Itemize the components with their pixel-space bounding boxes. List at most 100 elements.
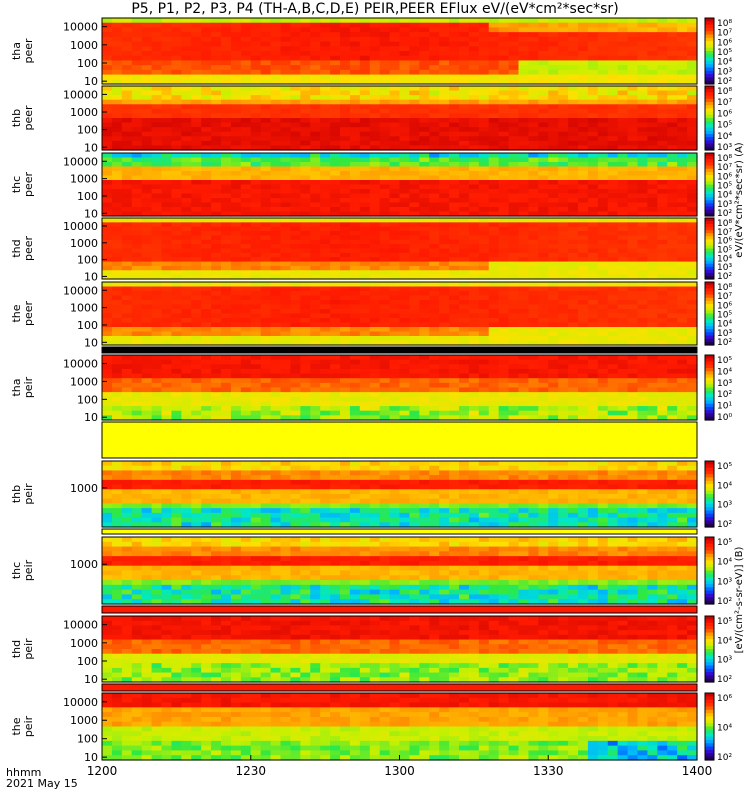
- spectrogram-cell: [310, 291, 321, 297]
- spectrogram-cell: [330, 69, 341, 76]
- spectrogram-cell: [131, 295, 143, 301]
- spectrogram-cell: [230, 218, 242, 223]
- spectrogram-cell: [627, 36, 639, 43]
- spectrogram-cell: [518, 336, 530, 342]
- spectrogram-cell: [607, 193, 619, 199]
- spectrogram-cell: [667, 218, 678, 223]
- spectrogram-cell: [171, 248, 182, 254]
- spectrogram-cell: [250, 252, 262, 258]
- spectrogram-cell: [230, 291, 242, 297]
- spectrogram-cell: [578, 313, 589, 319]
- spectrogram-cell: [419, 368, 430, 375]
- spectrogram-cell: [399, 65, 411, 71]
- spectrogram-cell: [667, 322, 678, 328]
- spectrogram-cell: [439, 69, 450, 76]
- spectrogram-cell: [359, 65, 371, 71]
- spectrogram-cell: [300, 378, 311, 384]
- spectrogram-cell: [171, 41, 182, 47]
- spectrogram-cell: [230, 368, 242, 375]
- spectrogram-cell: [260, 131, 272, 137]
- spectrogram-cell: [409, 231, 420, 237]
- spectrogram-cell: [340, 274, 351, 280]
- spectrogram-cell: [230, 355, 242, 361]
- spectrogram-cell: [548, 32, 559, 38]
- spectrogram-cell: [330, 27, 341, 33]
- spectrogram-cell: [558, 118, 569, 124]
- spectrogram-cell: [240, 69, 252, 76]
- spectrogram-cell: [429, 140, 440, 147]
- spectrogram-cell: [687, 171, 698, 177]
- spectrogram-cell: [320, 235, 331, 241]
- spectrogram-cell: [399, 86, 411, 92]
- spectrogram-cell: [488, 222, 500, 228]
- spectrogram-cell: [221, 313, 232, 319]
- spectrogram-cell: [568, 104, 579, 110]
- spectrogram-cell: [250, 79, 262, 85]
- spectrogram-cell: [508, 108, 520, 115]
- spectrogram-cell: [141, 304, 153, 310]
- spectrogram-cell: [280, 202, 292, 208]
- spectrogram-cell: [102, 295, 113, 301]
- spectrogram-cell: [141, 113, 153, 119]
- spectrogram-cell: [409, 27, 420, 33]
- spectrogram-cell: [478, 157, 490, 163]
- spectrogram-cell: [558, 222, 569, 228]
- spectrogram-cell: [121, 65, 133, 71]
- spectrogram-cell: [518, 60, 530, 66]
- spectrogram-cell: [359, 180, 371, 186]
- spectrogram-cell: [201, 222, 212, 228]
- spectrogram-cell: [399, 226, 411, 232]
- spectrogram-cell: [538, 193, 549, 199]
- spectrogram-cell: [548, 157, 559, 163]
- spectrogram-cell: [141, 378, 153, 384]
- spectrogram-cell: [240, 359, 252, 365]
- spectrogram-cell: [161, 309, 173, 315]
- spectrogram-cell: [330, 171, 341, 177]
- spectrogram-cell: [260, 127, 272, 133]
- spectrogram-cell: [171, 265, 182, 271]
- spectrogram-cell: [201, 18, 212, 24]
- spectrogram-cell: [330, 244, 341, 250]
- spectrogram-cell: [230, 392, 242, 398]
- spectrogram-cell: [637, 291, 649, 297]
- spectrogram-cell: [548, 378, 559, 384]
- spectrogram-cell: [687, 108, 698, 115]
- spectrogram-cell: [647, 382, 658, 389]
- spectrogram-cell: [459, 90, 470, 96]
- spectrogram-cell: [240, 22, 252, 29]
- spectrogram-cell: [478, 145, 490, 151]
- spectrogram-cell: [667, 118, 678, 124]
- spectrogram-cell: [211, 108, 222, 115]
- spectrogram-cell: [161, 65, 173, 71]
- spectrogram-cell: [627, 99, 639, 105]
- spectrogram-cell: [369, 175, 381, 181]
- spectrogram-cell: [429, 257, 440, 263]
- spectrogram-cell: [121, 257, 133, 263]
- spectrogram-cell: [548, 355, 559, 361]
- spectrogram-cell: [300, 364, 311, 370]
- spectrogram-cell: [468, 313, 480, 319]
- spectrogram-cell: [320, 265, 331, 271]
- spectrogram-cell: [270, 95, 282, 101]
- spectrogram-cell: [191, 235, 202, 241]
- spectrogram-cell: [439, 136, 450, 142]
- spectrogram-cell: [121, 60, 133, 66]
- spectrogram-cell: [121, 355, 133, 361]
- spectrogram-cell: [657, 226, 668, 232]
- spectrogram-cell: [340, 36, 351, 43]
- spectrogram-cell: [191, 309, 202, 315]
- spectrogram-cell: [597, 313, 609, 319]
- spectrogram-cell: [151, 300, 163, 306]
- spectrogram-cell: [528, 295, 539, 301]
- spectrogram-cell: [102, 122, 113, 128]
- spectrogram-cell: [558, 257, 569, 263]
- spectrogram-cell: [687, 231, 698, 237]
- spectrogram-cell: [419, 36, 430, 43]
- spectrogram-cell: [548, 86, 559, 92]
- spectrogram-cell: [230, 86, 242, 92]
- spectrogram-cell: [647, 286, 658, 292]
- spectrogram-cell: [310, 108, 321, 115]
- spectrogram-cell: [181, 74, 192, 80]
- spectrogram-cell: [201, 387, 212, 393]
- spectrogram-cell: [607, 79, 619, 85]
